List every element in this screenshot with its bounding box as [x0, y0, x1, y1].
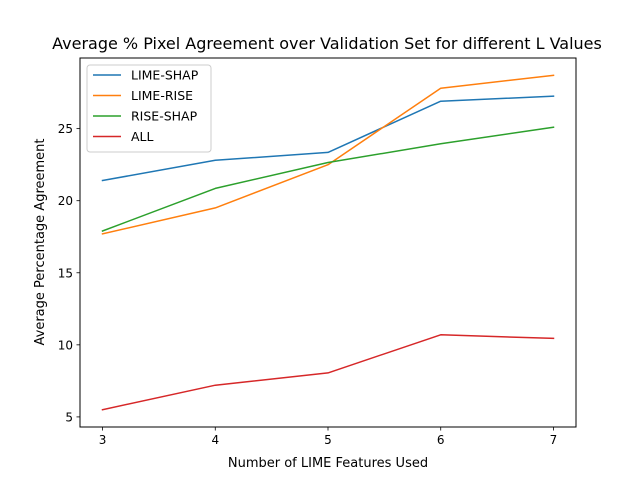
y-tick-label: 25: [58, 122, 73, 136]
x-tick-label: 3: [99, 433, 107, 447]
x-tick-label: 4: [211, 433, 219, 447]
plot-lines: [101, 74, 555, 411]
chart-title: Average % Pixel Agreement over Validatio…: [52, 34, 602, 53]
y-tick-label: 15: [58, 266, 73, 280]
series-line-lime-rise: [101, 74, 555, 235]
legend: LIME-SHAP LIME-RISE RISE-SHAP ALL: [86, 64, 212, 153]
x-tick-label: 5: [324, 433, 332, 447]
y-axis-ticks: 5 10 15 20 25: [58, 122, 80, 424]
x-axis-label: Number of LIME Features Used: [228, 456, 428, 471]
legend-box: [86, 64, 212, 153]
x-tick-label: 7: [550, 433, 558, 447]
y-tick-label: 10: [58, 338, 73, 352]
legend-label: LIME-RISE: [131, 88, 193, 103]
y-axis-label: Average Percentage Agreement: [33, 139, 48, 346]
legend-label: RISE-SHAP: [131, 109, 198, 124]
series-line-rise-shap: [101, 126, 555, 232]
x-axis-ticks: 3 4 5 6 7: [99, 427, 558, 447]
legend-label: ALL: [131, 129, 154, 144]
x-tick-label: 6: [437, 433, 445, 447]
legend-label: LIME-SHAP: [131, 68, 199, 83]
series-line-lime-shap: [101, 95, 555, 182]
series-line-all: [101, 334, 555, 411]
y-tick-label: 20: [58, 194, 73, 208]
y-tick-label: 5: [65, 410, 73, 424]
